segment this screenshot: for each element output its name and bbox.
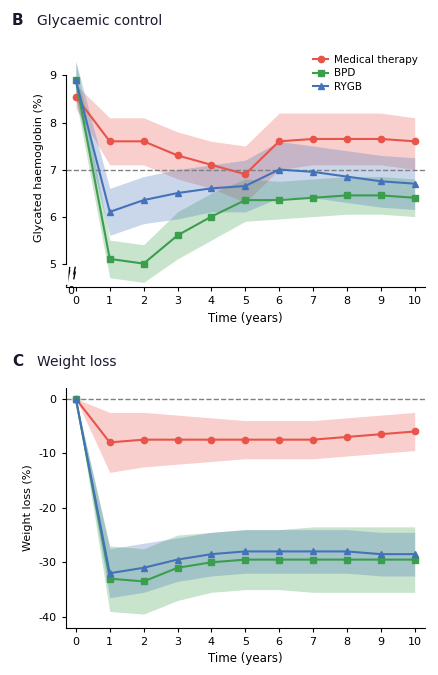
Text: B: B — [12, 13, 24, 28]
Text: Glycaemic control: Glycaemic control — [37, 14, 162, 28]
Text: C: C — [12, 354, 23, 369]
X-axis label: Time (years): Time (years) — [208, 312, 283, 325]
Y-axis label: Weight loss (%): Weight loss (%) — [23, 464, 33, 551]
Legend: Medical therapy, BPD, RYGB: Medical therapy, BPD, RYGB — [311, 53, 420, 94]
Text: 0: 0 — [67, 286, 74, 296]
Text: Weight loss: Weight loss — [37, 354, 117, 369]
X-axis label: Time (years): Time (years) — [208, 652, 283, 666]
Y-axis label: Glycated haemoglobin (%): Glycated haemoglobin (%) — [34, 92, 44, 242]
